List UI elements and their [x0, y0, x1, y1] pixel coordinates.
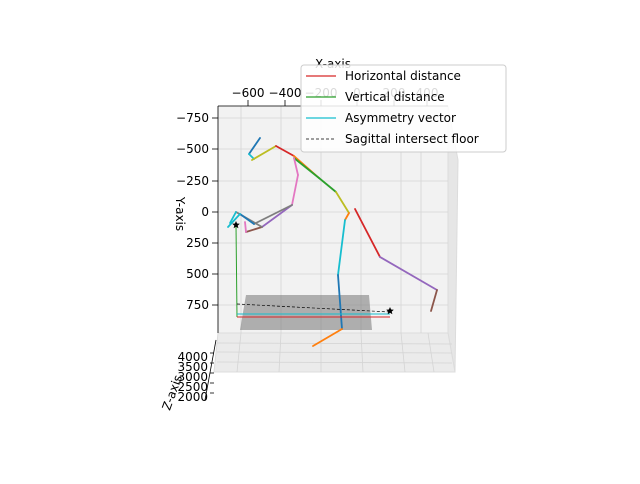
sagittal-intersect-line [236, 303, 391, 313]
y-tick-label: 750 [186, 298, 209, 312]
skeleton-segment [248, 137, 261, 155]
legend-label: Sagittal intersect floor [345, 132, 479, 146]
z-tick-label: 2000 [177, 390, 208, 404]
z-tick-label: 4000 [177, 350, 208, 364]
skeleton-segment [253, 204, 293, 225]
skeleton-segment [239, 213, 255, 225]
legend-label: Horizontal distance [345, 69, 461, 83]
legend: Horizontal distance Vertical distance Asym… [300, 64, 507, 153]
skeleton-segment [354, 208, 381, 258]
floor-grid-line [216, 361, 453, 364]
skeleton-segment [244, 221, 247, 233]
skeleton-segment [293, 157, 320, 179]
floor-grid-line [216, 351, 453, 354]
y-tick-label: −500 [176, 142, 209, 156]
skeleton-segment [335, 191, 350, 214]
y-tick-label: 0 [201, 205, 209, 219]
y-tick-label: −250 [176, 174, 209, 188]
star-marker [232, 221, 240, 229]
skeleton-segment [337, 219, 346, 276]
skeleton-segment [430, 289, 438, 312]
skeleton-segment [337, 274, 343, 330]
floor-grid-line [216, 342, 453, 345]
z-axis-line [204, 339, 217, 401]
floor-plane [240, 295, 372, 330]
vertical-distance-line [235, 224, 238, 318]
floor-grid-line [427, 332, 435, 373]
floor-grid-line [236, 332, 242, 373]
skeleton-segment [344, 212, 350, 221]
skeleton-segment [227, 213, 241, 228]
skeleton-segment [379, 256, 438, 291]
skeleton-segment [312, 328, 343, 347]
z-tick-label: 3500 [177, 360, 208, 374]
y-tick-label: 500 [186, 267, 209, 281]
y-tick-label: 250 [186, 236, 209, 250]
legend-label: Asymmetry vector [345, 111, 456, 125]
z-tick-label: 2500 [177, 380, 208, 394]
skeleton-segment [275, 145, 295, 157]
skeleton-segment [251, 145, 277, 161]
star-marker [386, 307, 394, 315]
y-axis-title: Y-axis [173, 196, 187, 231]
skeleton-segment [318, 177, 337, 193]
skeleton-segment [245, 226, 263, 233]
z-tick-label: 3000 [177, 370, 208, 384]
legend-frame [300, 64, 507, 153]
x-tick-label: −400 [269, 86, 302, 100]
x-tick-label: −600 [232, 86, 265, 100]
legend-label: Vertical distance [345, 90, 445, 104]
skeleton-marks [227, 137, 438, 347]
skeleton-segment [229, 211, 237, 224]
skeleton-segment [293, 157, 299, 176]
skeleton-segment [261, 204, 293, 228]
y-tick-label: −750 [176, 111, 209, 125]
skeleton-segment [291, 174, 299, 206]
skeleton-segment [248, 153, 255, 160]
